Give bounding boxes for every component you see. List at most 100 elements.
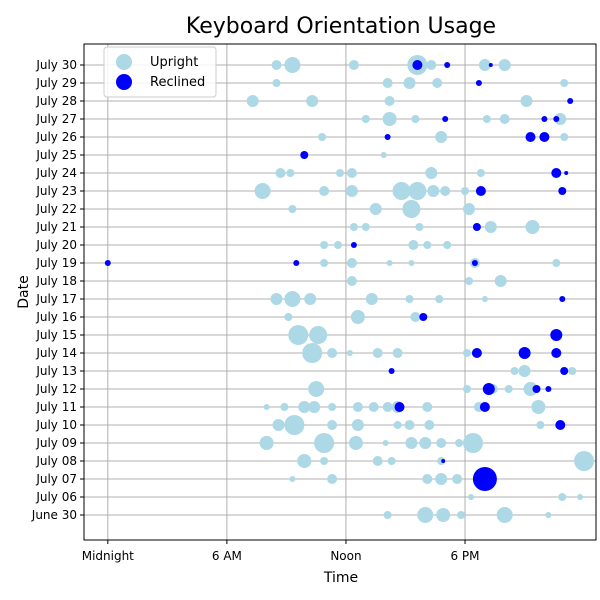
- data-point-upright: [545, 512, 552, 518]
- data-point-upright: [263, 404, 270, 410]
- data-point-upright: [432, 78, 443, 88]
- data-point-upright: [365, 293, 378, 305]
- plot-frame: [83, 43, 597, 541]
- data-point-upright: [427, 185, 440, 197]
- data-point-reclined: [472, 467, 497, 491]
- data-point-upright: [463, 349, 471, 357]
- y-tick-label: July 08: [35, 454, 77, 468]
- data-point-reclined: [553, 116, 560, 122]
- data-point-upright: [481, 296, 488, 302]
- data-point-upright: [275, 168, 286, 178]
- data-point-upright: [436, 438, 447, 448]
- data-point-upright: [574, 451, 595, 471]
- data-point-reclined: [293, 260, 300, 266]
- data-point-upright: [320, 241, 329, 249]
- data-point-upright: [415, 223, 424, 231]
- data-point-upright: [336, 169, 344, 177]
- data-point-reclined: [545, 386, 552, 392]
- data-point-reclined: [551, 348, 562, 358]
- x-tick-label: Midnight: [82, 549, 134, 563]
- data-point-reclined: [539, 132, 550, 142]
- data-point-upright: [552, 259, 561, 267]
- data-point-upright: [309, 326, 328, 344]
- chart-title: Keyboard Orientation Usage: [186, 14, 496, 39]
- legend-label-upright: Upright: [150, 55, 198, 70]
- data-point-upright: [346, 258, 357, 268]
- y-tick-label: July 07: [35, 472, 77, 486]
- data-point-upright: [405, 437, 418, 449]
- y-tick-label: July 30: [35, 58, 77, 72]
- x-tick-label: 6 PM: [450, 549, 479, 563]
- data-point-upright: [463, 385, 471, 393]
- data-point-upright: [422, 474, 433, 484]
- data-point-upright: [423, 241, 432, 249]
- data-point-upright: [318, 133, 327, 141]
- data-point-upright: [284, 57, 301, 73]
- y-tick-label: July 22: [35, 202, 77, 216]
- y-tick-label: July 21: [35, 220, 77, 234]
- legend-marker-reclined: [116, 74, 132, 90]
- data-point-upright: [504, 385, 513, 393]
- data-point-reclined: [525, 132, 536, 142]
- data-point-upright: [320, 457, 329, 465]
- legend: Upright Reclined: [103, 46, 217, 98]
- data-point-upright: [308, 401, 321, 413]
- y-tick-label: July 09: [35, 436, 77, 450]
- x-axis-ticks: Midnight 6 AM Noon 6 PM: [82, 540, 480, 563]
- data-point-upright: [403, 77, 416, 89]
- data-point-upright: [348, 436, 363, 450]
- y-tick-label: June 30: [31, 508, 77, 522]
- data-point-upright: [380, 152, 387, 158]
- data-point-reclined: [555, 420, 566, 430]
- data-point-upright: [346, 168, 357, 178]
- data-point-upright: [443, 241, 452, 249]
- data-point-reclined: [559, 296, 566, 302]
- data-point-upright: [382, 78, 393, 88]
- y-tick-label: July 10: [35, 418, 77, 432]
- data-point-upright: [392, 182, 411, 200]
- data-point-upright: [350, 310, 365, 324]
- data-point-upright: [393, 421, 402, 429]
- data-point-reclined: [384, 134, 391, 140]
- data-point-upright: [306, 95, 319, 107]
- data-point-upright: [417, 507, 434, 523]
- data-point-upright: [314, 433, 335, 453]
- data-point-upright: [558, 493, 567, 501]
- data-point-upright: [560, 79, 569, 87]
- data-point-upright: [476, 169, 485, 177]
- data-point-upright: [560, 133, 569, 141]
- y-tick-label: July 20: [35, 238, 77, 252]
- data-point-upright: [452, 474, 463, 484]
- legend-label-reclined: Reclined: [150, 75, 205, 90]
- data-point-upright: [382, 440, 389, 446]
- y-tick-label: July 29: [35, 76, 77, 90]
- y-tick-label: July 12: [35, 382, 77, 396]
- data-point-reclined: [479, 402, 490, 412]
- data-point-upright: [463, 203, 475, 215]
- data-point-upright: [328, 403, 337, 411]
- data-point-upright: [284, 291, 301, 307]
- y-tick-label: July 16: [35, 310, 77, 324]
- data-point-upright: [436, 508, 451, 522]
- data-point-reclined: [567, 98, 574, 104]
- y-tick-label: July 14: [35, 346, 77, 360]
- data-point-upright: [302, 343, 323, 363]
- data-point-upright: [531, 400, 546, 414]
- data-point-upright: [455, 439, 464, 447]
- data-point-upright: [498, 59, 511, 71]
- data-point-upright: [422, 402, 433, 412]
- data-point-upright: [405, 295, 414, 303]
- data-point-upright: [369, 203, 382, 215]
- data-point-upright: [408, 240, 419, 250]
- data-point-upright: [246, 95, 259, 107]
- x-axis-label: Time: [323, 570, 358, 586]
- data-point-upright: [411, 115, 420, 123]
- data-point-upright: [499, 114, 510, 124]
- data-point-upright: [404, 420, 415, 430]
- data-point-reclined: [350, 242, 357, 248]
- data-point-upright: [308, 381, 325, 397]
- data-point-upright: [284, 313, 293, 321]
- data-point-reclined: [560, 367, 569, 375]
- data-point-reclined: [419, 313, 428, 321]
- data-point-reclined: [442, 116, 449, 122]
